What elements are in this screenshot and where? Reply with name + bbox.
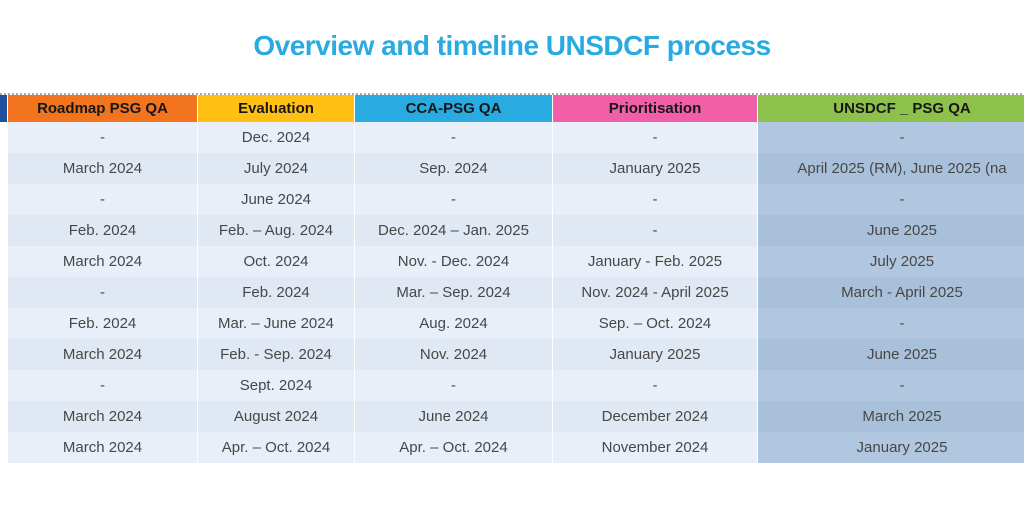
table-cell: March - April 2025: [758, 277, 1024, 308]
timeline-table[interactable]: Roadmap PSG QA Evaluation CCA-PSG QA Priori…: [0, 93, 1024, 463]
table-cell: Sep. – Oct. 2024: [553, 308, 757, 339]
header-cell: Roadmap PSG QA: [8, 95, 197, 122]
table-cell: January - Feb. 2025: [553, 246, 757, 277]
table-cell: Mar. – Sep. 2024: [355, 277, 552, 308]
table-cell: March 2024: [8, 339, 197, 370]
table-cell: -: [553, 184, 757, 215]
table-cell: Apr. – Oct. 2024: [355, 432, 552, 463]
table-cell: June 2024: [198, 184, 354, 215]
table-cell: Mar. – June 2024: [198, 308, 354, 339]
table-cell: Feb. – Aug. 2024: [198, 215, 354, 246]
table-cell: Sep. 2024: [355, 153, 552, 184]
table-cell: Nov. 2024 - April 2025: [553, 277, 757, 308]
table-cell: Feb. 2024: [198, 277, 354, 308]
table-row: - June 2024- - -: [0, 184, 1024, 215]
table-cell: Dec. 2024 – Jan. 2025: [355, 215, 552, 246]
table-row: - Feb. 2024 Mar. – Sep. 2024 Nov. 2024 - Ap…: [0, 277, 1024, 308]
table-cell: -: [8, 277, 197, 308]
table-cell: Apr. – Oct. 2024: [198, 432, 354, 463]
table-row: March 2024 August 2024 June 2024 December 2…: [0, 401, 1024, 432]
table-cell: Sept. 2024: [198, 370, 354, 401]
table-row: March 2024 Apr. – Oct. 2024 Apr. – Oct. 20…: [0, 432, 1024, 463]
table-row: March 2024 July 2024 Sep. 2024 January 2025…: [0, 153, 1024, 184]
table-cell: -: [355, 184, 552, 215]
table-cell: July 2024: [198, 153, 354, 184]
table-row: - Dec. 2024- - -: [0, 122, 1024, 153]
table-cell: July 2025: [758, 246, 1024, 277]
table-cell: Oct. 2024: [198, 246, 354, 277]
header-cell: UNSDCF _ PSG QA: [758, 95, 1024, 122]
table-cell: Nov. - Dec. 2024: [355, 246, 552, 277]
table-cell: June 2024: [355, 401, 552, 432]
table-header-row: Roadmap PSG QA Evaluation CCA-PSG QA Priori…: [0, 93, 1024, 122]
table-cell: Feb. 2024: [8, 308, 197, 339]
table-cell: -: [758, 308, 1024, 339]
table-cell: Feb. - Sep. 2024: [198, 339, 354, 370]
table-cell: -: [553, 122, 757, 153]
table-cell: January 2025: [758, 432, 1024, 463]
header-cell: CCA-PSG QA: [355, 95, 552, 122]
table-cell: Nov. 2024: [355, 339, 552, 370]
table-row: March 2024 Oct. 2024 Nov. - Dec. 2024 Janua…: [0, 246, 1024, 277]
table-cell: June 2025: [758, 215, 1024, 246]
table-cell: April 2025 (RM), June 2025 (na: [758, 153, 1024, 184]
page-title: Overview and timeline UNSDCF process: [253, 30, 771, 61]
table-cell: March 2024: [8, 246, 197, 277]
table-cell: March 2024: [8, 153, 197, 184]
table-cell: -: [8, 122, 197, 153]
table-row: Feb. 2024 Mar. – June 2024 Aug. 2024 Sep. –…: [0, 308, 1024, 339]
table-row: March 2024 Feb. - Sep. 2024 Nov. 2024 Janua…: [0, 339, 1024, 370]
table-cell: -: [758, 370, 1024, 401]
table-row: Feb. 2024 Feb. – Aug. 2024 Dec. 2024 – Jan…: [0, 215, 1024, 246]
table-cell: Dec. 2024: [198, 122, 354, 153]
table-cell: November 2024: [553, 432, 757, 463]
table-cell: December 2024: [553, 401, 757, 432]
header-cell: Prioritisation: [553, 95, 757, 122]
table-cell: March 2024: [8, 432, 197, 463]
table-cell: -: [758, 184, 1024, 215]
table-cell: August 2024: [198, 401, 354, 432]
table-cell: -: [355, 122, 552, 153]
table-cell: January 2025: [553, 339, 757, 370]
table-cell: Aug. 2024: [355, 308, 552, 339]
table-cell: -: [553, 370, 757, 401]
table-row: - Sept. 2024- - -: [0, 370, 1024, 401]
table-body: - Dec. 2024- - - March 2024 July 2024 Sep. 202…: [0, 122, 1024, 463]
table-cell: January 2025: [553, 153, 757, 184]
table-cell: -: [758, 122, 1024, 153]
table-cell: -: [355, 370, 552, 401]
header-cell: Evaluation: [198, 95, 354, 122]
table-cell: -: [553, 215, 757, 246]
table-cell: Feb. 2024: [8, 215, 197, 246]
left-accent-bar: [0, 95, 7, 122]
table-cell: March 2024: [8, 401, 197, 432]
table-cell: -: [8, 184, 197, 215]
table-cell: -: [8, 370, 197, 401]
table-cell: June 2025: [758, 339, 1024, 370]
table-cell: March 2025: [758, 401, 1024, 432]
